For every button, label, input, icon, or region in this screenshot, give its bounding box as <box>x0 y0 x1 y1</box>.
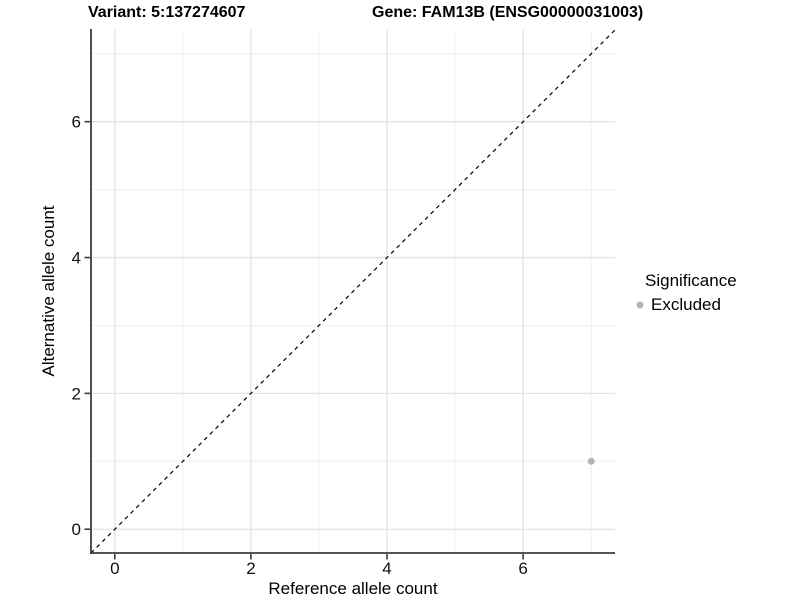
y-tick-label: 2 <box>72 384 81 403</box>
x-tick-label: 2 <box>246 559 255 578</box>
legend-item-label: Excluded <box>651 295 721 314</box>
x-tick-label: 6 <box>518 559 527 578</box>
y-tick-label: 0 <box>72 520 81 539</box>
gene-title: Gene: FAM13B (ENSG00000031003) <box>372 4 644 21</box>
legend: Significance Excluded <box>631 271 737 315</box>
x-tick-label: 0 <box>110 559 119 578</box>
legend-key <box>631 296 649 314</box>
data-point-excluded <box>587 457 595 465</box>
legend-item-excluded: Excluded <box>631 295 737 315</box>
y-tick-label: 4 <box>72 249 81 268</box>
identity-dashed-line <box>90 29 616 554</box>
x-axis-title: Reference allele count <box>268 579 438 598</box>
excluded-point-icon <box>636 301 644 309</box>
legend-title: Significance <box>645 271 737 290</box>
variant-title: Variant: 5:137274607 <box>88 4 246 21</box>
y-tick-label: 6 <box>72 113 81 132</box>
y-axis-title: Alternative allele count <box>39 205 58 377</box>
x-tick-label: 4 <box>382 559 391 578</box>
